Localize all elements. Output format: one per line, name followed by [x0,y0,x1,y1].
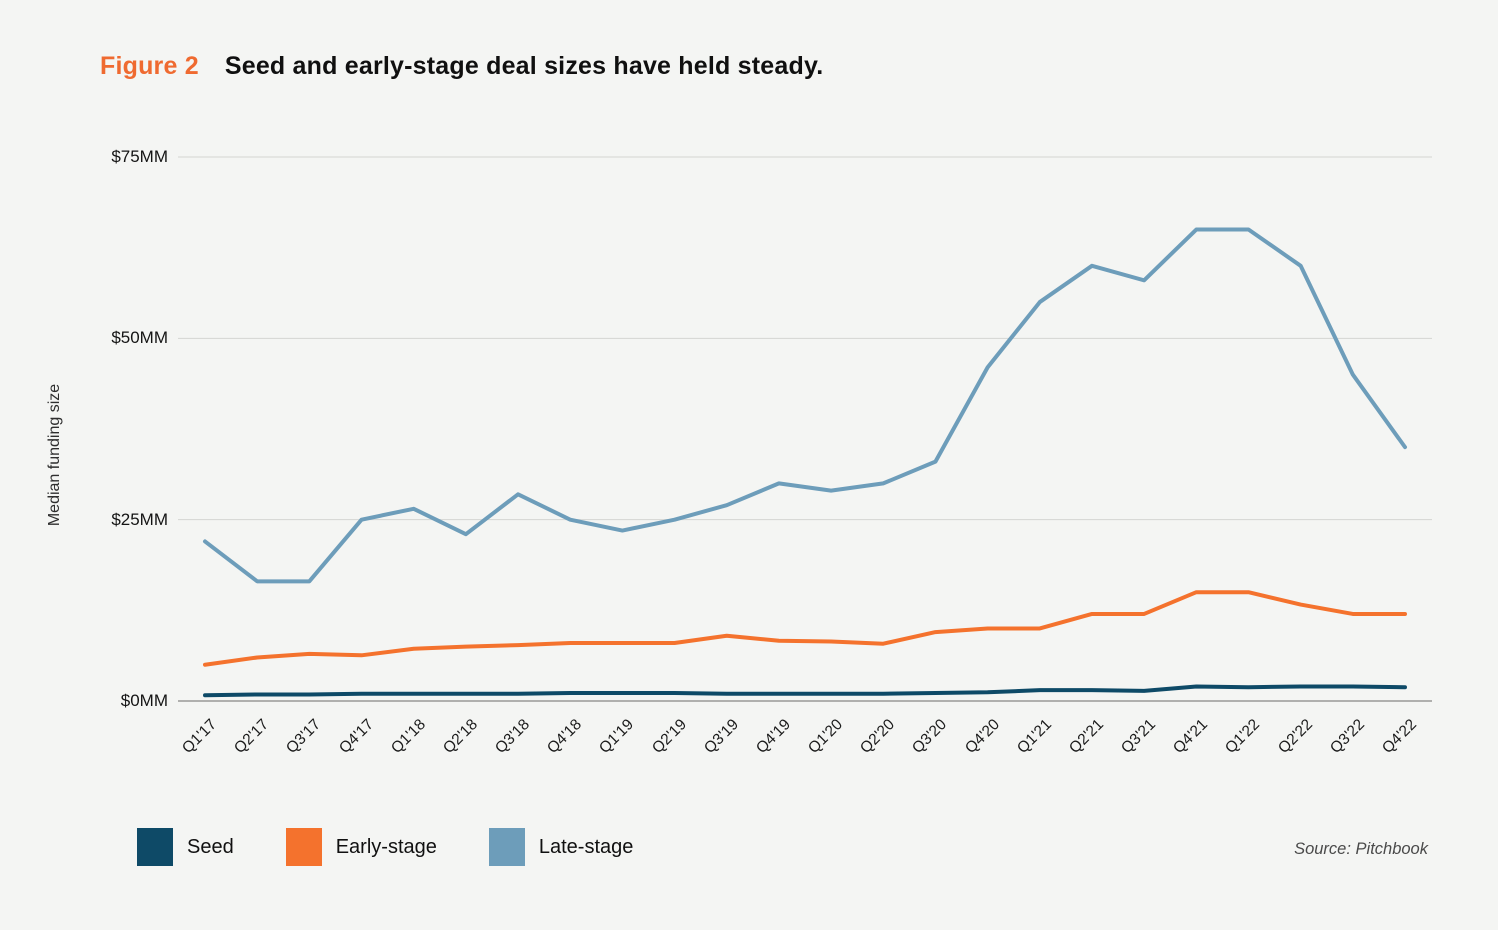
legend-label: Seed [187,835,234,858]
legend-swatch [285,828,322,866]
legend-item-seed: Seed [137,828,234,866]
y-tick-label: $75MM [111,147,168,166]
y-tick-label: $50MM [111,328,168,348]
y-tick-label: $0MM [120,691,168,710]
figure-header: Figure 2 Seed and early-stage deal sizes… [100,52,823,81]
legend-item-early-stage: Early-stage [285,828,437,866]
source-note: Source: Pitchbook [1294,840,1428,858]
legend-swatch [488,828,525,866]
series-line-early-stage [203,590,1407,667]
legend-label: Late-stage [538,835,634,858]
y-tick-label: $25MM [111,509,168,529]
series-line-late-stage [203,227,1407,584]
legend-swatch [137,828,173,866]
figure-label: Figure 2 [100,52,199,80]
legend-item-late-stage: Late-stage [488,828,634,866]
figure-title: Seed and early-stage deal sizes have hel… [224,52,824,80]
legend-label: Early-stage [335,835,437,858]
series-line-seed [203,684,1407,698]
legend: Seed Early-stage Late-stage [137,828,633,866]
